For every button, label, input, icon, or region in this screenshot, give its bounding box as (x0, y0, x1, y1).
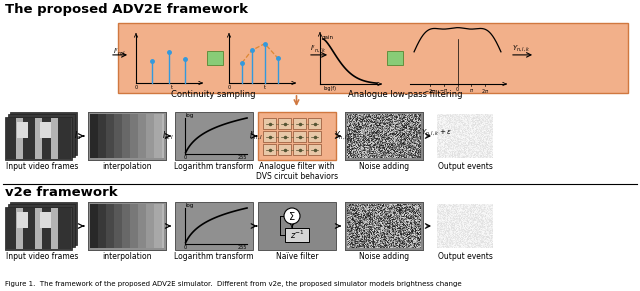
Text: 0: 0 (456, 87, 459, 92)
Text: $Y_{n,l,k}+\varepsilon$: $Y_{n,l,k}+\varepsilon$ (421, 127, 452, 137)
Text: 0: 0 (184, 245, 187, 250)
Text: Noise adding: Noise adding (359, 252, 409, 261)
Text: $Y_{n,l,k}$: $Y_{n,l,k}$ (334, 130, 355, 142)
Text: log: log (186, 203, 195, 208)
Bar (308, 144, 321, 155)
Text: $I_n$: $I_n$ (74, 130, 81, 142)
Text: Figure 1.  The framework of the proposed ADV2E simulator.  Different from v2e, t: Figure 1. The framework of the proposed … (5, 281, 461, 287)
Bar (8, 204, 75, 247)
Bar (175, 112, 253, 160)
Bar (278, 144, 291, 155)
Text: interpolation: interpolation (102, 162, 152, 171)
Bar (263, 144, 276, 155)
Bar (175, 202, 253, 250)
Text: Naïve filter: Naïve filter (276, 252, 318, 261)
Bar (308, 131, 321, 142)
Bar (345, 112, 423, 160)
Text: $2\pi$: $2\pi$ (481, 87, 489, 95)
Bar (293, 131, 306, 142)
Bar (88, 202, 166, 250)
Text: The proposed ADV2E framework: The proposed ADV2E framework (5, 3, 248, 16)
Bar (293, 144, 306, 155)
Bar (345, 112, 423, 160)
Text: Noise adding: Noise adding (359, 162, 409, 171)
Bar (345, 202, 423, 250)
Bar (10, 202, 77, 245)
Text: $\Sigma$: $\Sigma$ (288, 210, 296, 222)
Text: 255: 255 (237, 245, 247, 250)
Text: $I'_{n,l}$: $I'_{n,l}$ (249, 130, 263, 142)
Text: $\pi$: $\pi$ (468, 87, 474, 94)
Text: $-2\pi$: $-2\pi$ (424, 87, 436, 95)
Text: 0: 0 (227, 85, 230, 90)
Bar (5, 207, 72, 250)
Text: $I_{n,l}$: $I_{n,l}$ (162, 130, 174, 142)
Bar (263, 131, 276, 142)
Bar (278, 118, 291, 129)
Text: Analogue low-pass filtering: Analogue low-pass filtering (348, 90, 462, 99)
Bar (258, 112, 336, 160)
Text: Logarithm transform: Logarithm transform (174, 162, 253, 171)
Text: gain: gain (322, 35, 334, 40)
Text: Output events: Output events (438, 252, 492, 261)
Text: $I'_{n,l}$: $I'_{n,l}$ (113, 46, 126, 57)
Bar (88, 112, 166, 160)
Bar (285, 228, 309, 242)
Text: log(f): log(f) (323, 86, 336, 91)
Text: Analogue filter with
DVS circuit behaviors: Analogue filter with DVS circuit behavio… (256, 162, 338, 181)
Bar (258, 202, 336, 250)
Bar (308, 118, 321, 129)
Bar (118, 23, 628, 93)
Text: 0: 0 (134, 85, 138, 90)
Text: interpolation: interpolation (102, 252, 152, 261)
Text: t: t (171, 85, 173, 90)
Text: 255: 255 (237, 155, 247, 160)
Text: v2e framework: v2e framework (5, 186, 118, 199)
Text: $-\pi$: $-\pi$ (440, 87, 449, 94)
Bar (293, 118, 306, 129)
Text: Output events: Output events (438, 162, 492, 171)
Bar (5, 117, 72, 160)
Text: log: log (186, 113, 195, 118)
Text: 0: 0 (184, 155, 187, 160)
Text: Continuity sampling: Continuity sampling (171, 90, 255, 99)
Text: Logarithm transform: Logarithm transform (174, 252, 253, 261)
Circle shape (284, 208, 300, 224)
Text: $Y_{n,l,k}$: $Y_{n,l,k}$ (512, 43, 531, 53)
Text: $I'_{n,lk}$: $I'_{n,lk}$ (310, 43, 326, 54)
Text: t: t (264, 85, 266, 90)
Bar (8, 114, 75, 157)
Text: Input video frames: Input video frames (6, 162, 79, 171)
Bar (387, 51, 403, 65)
Bar (88, 112, 166, 160)
Bar (207, 51, 223, 65)
Bar (278, 131, 291, 142)
Text: Input video frames: Input video frames (6, 252, 79, 261)
Bar (10, 112, 77, 155)
Bar (263, 118, 276, 129)
Bar (345, 202, 423, 250)
Bar (88, 202, 166, 250)
Text: $z^{-1}$: $z^{-1}$ (289, 229, 305, 241)
